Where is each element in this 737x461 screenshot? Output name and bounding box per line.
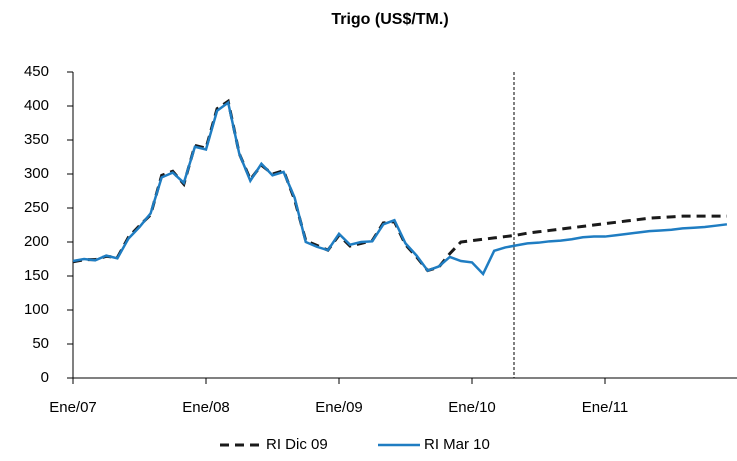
y-tick-label: 100 [24,301,49,318]
line-series [72,98,727,273]
y-tick-label: 400 [24,97,49,114]
y-tick-label: 250 [24,199,49,216]
legend-label: RI Dic 09 [266,436,328,453]
line-series [72,100,728,277]
x-tick-label: Ene/10 [448,399,496,416]
chart-title: Trigo (US$/TM.) [331,11,448,28]
y-tick-label: 150 [24,267,49,284]
y-tick-label: 300 [24,165,49,182]
x-tick-label: Ene/08 [182,399,230,416]
legend-label: RI Mar 10 [424,436,490,453]
y-tick-label: 350 [24,131,49,148]
x-tick-label: Ene/07 [49,399,97,416]
y-tick-label: 50 [32,335,49,352]
y-tick-label: 0 [41,369,49,386]
y-tick-label: 200 [24,233,49,250]
y-tick-label: 450 [24,63,49,80]
x-tick-label: Ene/11 [582,399,628,416]
x-tick-label: Ene/09 [315,399,363,416]
